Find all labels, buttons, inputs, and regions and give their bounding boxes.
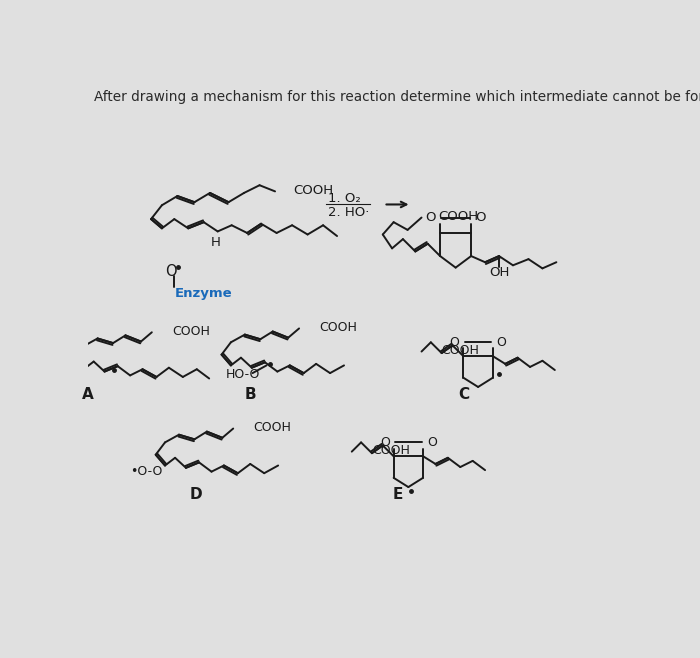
Text: O: O (426, 211, 436, 224)
Text: O: O (165, 264, 177, 279)
Text: COOH: COOH (439, 211, 479, 223)
Text: COOH: COOH (253, 421, 291, 434)
Text: A: A (82, 387, 93, 402)
Text: COOH: COOH (372, 444, 410, 457)
Text: COOH: COOH (172, 325, 210, 338)
Text: D: D (190, 488, 202, 502)
Text: •O-O: •O-O (130, 465, 162, 478)
Text: COOH: COOH (319, 321, 357, 334)
Text: B: B (244, 387, 256, 402)
Text: 2. HO·: 2. HO· (328, 206, 369, 218)
Text: O: O (427, 436, 437, 449)
Text: HO-O: HO-O (226, 368, 260, 381)
Text: C: C (458, 387, 469, 402)
Text: O: O (380, 436, 390, 449)
Text: COOH: COOH (442, 344, 480, 357)
Text: 1. O₂: 1. O₂ (328, 192, 360, 205)
Text: OH: OH (489, 266, 509, 280)
Text: O: O (497, 336, 507, 349)
Text: H: H (211, 236, 220, 249)
Text: E: E (392, 488, 402, 502)
Text: Enzyme: Enzyme (174, 288, 232, 300)
Text: O: O (475, 211, 486, 224)
Text: O: O (449, 336, 459, 349)
Text: After drawing a mechanism for this reaction determine which intermediate cannot : After drawing a mechanism for this react… (94, 89, 700, 104)
Text: COOH: COOH (294, 184, 334, 197)
